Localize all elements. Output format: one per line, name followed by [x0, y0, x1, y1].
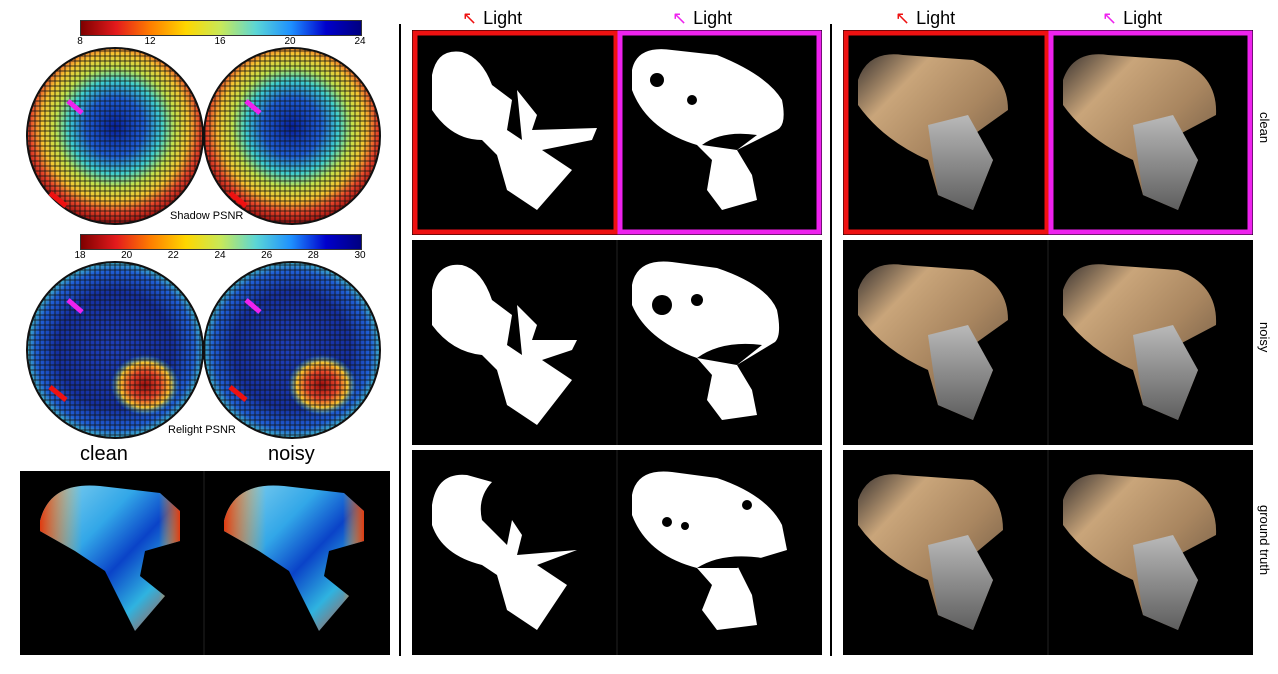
shadow-tick: 12 — [144, 36, 156, 47]
magenta-arrow-icon: ↖ — [672, 8, 688, 28]
divider-right — [830, 24, 832, 656]
render-noisy-magenta — [1063, 264, 1217, 420]
relight-colorbar — [80, 234, 362, 250]
red-light-arrow — [48, 191, 68, 208]
shadow-colorbar — [80, 20, 362, 36]
render-noisy-red — [858, 264, 1008, 420]
relight-tick: 30 — [354, 250, 366, 261]
relight-tick: 24 — [214, 250, 226, 261]
light-header-magenta: ↖ Light — [672, 8, 733, 28]
render-gt-red — [858, 474, 1003, 630]
relight-tick: 18 — [74, 250, 86, 261]
depth-maps-panel — [20, 471, 390, 655]
red-arrow-icon: ↖ — [895, 8, 911, 28]
mask-gt-magenta — [632, 471, 787, 630]
relight-disc-clean — [26, 261, 204, 439]
shadow-caption: Shadow PSNR — [170, 210, 244, 222]
shadow-disc-noisy — [203, 47, 381, 225]
row-label-ground-truth: ground truth — [1257, 505, 1272, 576]
render-clean-magenta — [1048, 30, 1253, 235]
relight-disc-noisy — [203, 261, 381, 439]
render-gt-magenta — [1063, 474, 1217, 630]
row-label-noisy: noisy — [1257, 322, 1272, 353]
red-arrow-icon: ↖ — [462, 8, 478, 28]
render-row-clean — [843, 30, 1253, 235]
light-header-red-right: ↖ Light — [895, 8, 956, 28]
shadow-psnr-figure: 8 12 16 20 24 — [20, 18, 390, 228]
row-label-clean: clean — [1257, 112, 1272, 144]
magenta-light-arrow — [244, 99, 262, 115]
mask-gt-red — [432, 474, 577, 630]
light-header-red: ↖ Light — [462, 8, 523, 28]
red-light-arrow — [228, 385, 248, 402]
mask-row-ground-truth — [412, 450, 822, 655]
depth-label-noisy: noisy — [268, 443, 315, 465]
depth-maps — [40, 471, 364, 655]
mask-row-clean — [412, 30, 822, 235]
mask-clean-magenta — [617, 30, 822, 235]
magenta-arrow-icon: ↖ — [1102, 8, 1118, 28]
magenta-light-arrow — [244, 298, 262, 314]
relight-tick: 20 — [121, 250, 133, 261]
red-light-arrow — [228, 191, 248, 208]
mask-noisy-magenta — [632, 261, 780, 420]
render-clean-red — [843, 30, 1050, 235]
relight-disc-plots — [26, 261, 381, 439]
shadow-disc-clean — [26, 47, 204, 225]
magenta-light-arrow — [66, 298, 84, 314]
mask-row-noisy — [412, 240, 822, 445]
relight-tick: 26 — [261, 250, 273, 261]
shadow-disc-plots — [26, 47, 381, 225]
render-row-noisy — [843, 240, 1253, 445]
depth-map-noisy — [224, 485, 364, 631]
relight-tick: 22 — [167, 250, 179, 261]
shadow-tick: 20 — [284, 36, 296, 47]
render-row-ground-truth — [843, 450, 1253, 655]
divider-left — [399, 24, 401, 656]
relight-tick: 28 — [307, 250, 319, 261]
mask-noisy-red — [432, 264, 577, 425]
shadow-tick: 8 — [77, 36, 83, 47]
mask-clean-red — [412, 30, 619, 235]
shadow-tick: 24 — [354, 36, 366, 47]
relight-psnr-figure: 18 20 22 24 26 28 30 — [20, 232, 390, 442]
magenta-light-arrow — [66, 99, 84, 115]
red-light-arrow — [48, 385, 68, 402]
relight-caption: Relight PSNR — [168, 424, 236, 436]
shadow-tick: 16 — [214, 36, 226, 47]
depth-map-clean — [40, 485, 180, 631]
depth-label-clean: clean — [80, 443, 128, 465]
light-header-magenta-right: ↖ Light — [1102, 8, 1163, 28]
